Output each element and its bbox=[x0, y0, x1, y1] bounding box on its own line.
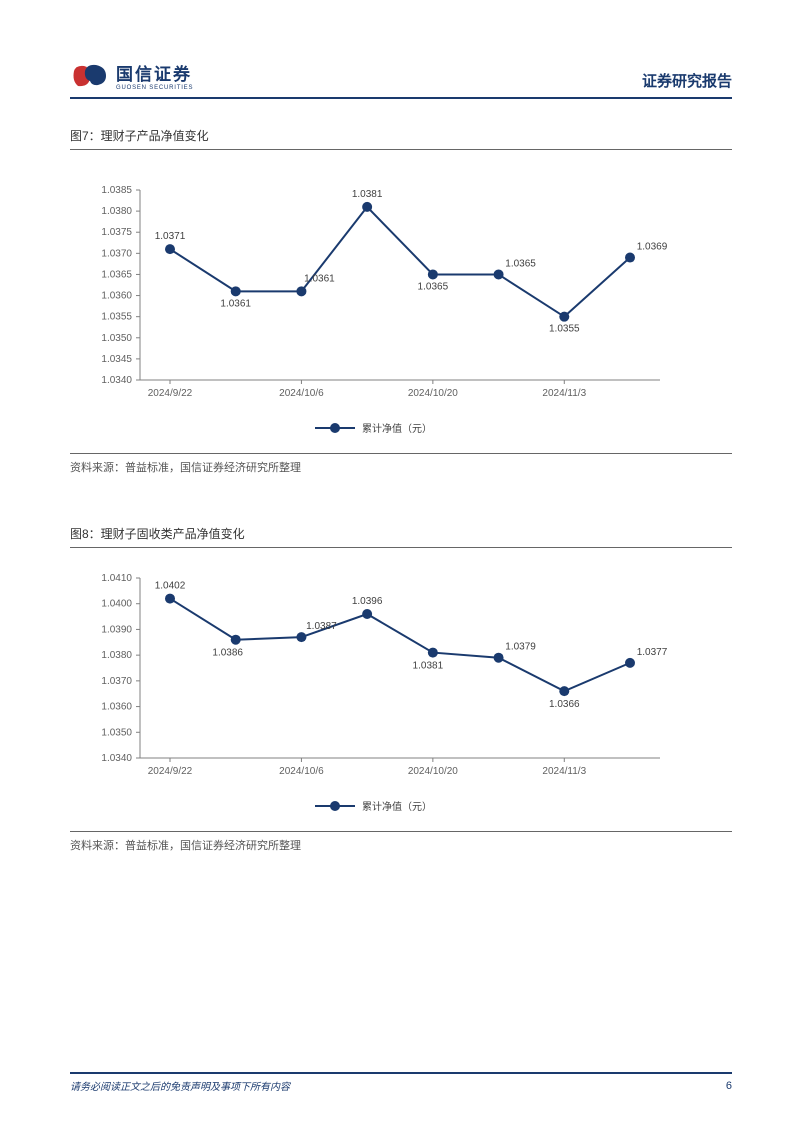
header: 国信证券 GUOSEN SECURITIES 证券研究报告 bbox=[70, 60, 732, 99]
svg-text:2024/10/20: 2024/10/20 bbox=[408, 388, 458, 399]
chart8-container: 1.0340 1.0350 1.0360 1.0370 1.0380 1.0390 1.04… bbox=[70, 558, 690, 823]
svg-text:1.0369: 1.0369 bbox=[637, 242, 668, 253]
svg-text:1.0340: 1.0340 bbox=[101, 753, 132, 764]
svg-text:1.0379: 1.0379 bbox=[505, 642, 536, 653]
logo-cn-text: 国信证券 bbox=[116, 60, 193, 85]
svg-text:1.0371: 1.0371 bbox=[155, 231, 186, 242]
chart7-title: 图7：理财子产品净值变化 bbox=[70, 127, 732, 150]
svg-text:2024/10/6: 2024/10/6 bbox=[279, 766, 324, 777]
svg-text:1.0380: 1.0380 bbox=[101, 206, 132, 217]
footer-disclaimer: 请务必阅读正文之后的免责声明及事项下所有内容 bbox=[70, 1078, 290, 1093]
svg-text:1.0386: 1.0386 bbox=[212, 648, 243, 659]
svg-text:2024/9/22: 2024/9/22 bbox=[148, 766, 193, 777]
svg-text:1.0355: 1.0355 bbox=[549, 324, 580, 335]
svg-text:1.0365: 1.0365 bbox=[101, 269, 132, 280]
svg-text:累计净值（元）: 累计净值（元） bbox=[362, 422, 432, 435]
svg-text:1.0345: 1.0345 bbox=[101, 354, 132, 365]
svg-text:1.0377: 1.0377 bbox=[637, 647, 668, 658]
chart8-section: 图8：理财子固收类产品净值变化 1.0340 1.0350 1.0360 1.0370… bbox=[70, 525, 732, 853]
svg-text:1.0387: 1.0387 bbox=[306, 621, 337, 632]
logo-icon bbox=[70, 61, 110, 91]
svg-text:1.0355: 1.0355 bbox=[101, 312, 132, 323]
svg-text:1.0385: 1.0385 bbox=[101, 185, 132, 196]
svg-text:1.0340: 1.0340 bbox=[101, 375, 132, 386]
logo-en-text: GUOSEN SECURITIES bbox=[116, 85, 193, 91]
svg-text:1.0396: 1.0396 bbox=[352, 596, 383, 607]
logo-text: 国信证券 GUOSEN SECURITIES bbox=[116, 60, 193, 91]
chart8-source: 资料来源：普益标准，国信证券经济研究所整理 bbox=[70, 831, 732, 853]
svg-text:1.0350: 1.0350 bbox=[101, 333, 132, 344]
svg-text:2024/11/3: 2024/11/3 bbox=[542, 388, 586, 399]
svg-text:2024/10/6: 2024/10/6 bbox=[279, 388, 324, 399]
chart8-svg: 1.0340 1.0350 1.0360 1.0370 1.0380 1.0390 1.04… bbox=[70, 558, 690, 818]
svg-text:1.0365: 1.0365 bbox=[505, 258, 536, 269]
chart7-container: 1.0340 1.0345 1.0350 1.0355 1.0360 1.0365 1.03… bbox=[70, 160, 690, 445]
page: 国信证券 GUOSEN SECURITIES 证券研究报告 图7：理财子产品净值… bbox=[0, 0, 802, 1133]
svg-text:1.0402: 1.0402 bbox=[155, 581, 186, 592]
svg-text:1.0370: 1.0370 bbox=[101, 676, 132, 687]
svg-text:1.0381: 1.0381 bbox=[413, 661, 444, 672]
svg-text:1.0366: 1.0366 bbox=[549, 699, 580, 710]
chart7-svg: 1.0340 1.0345 1.0350 1.0355 1.0360 1.0365 1.03… bbox=[70, 160, 690, 440]
chart7-section: 图7：理财子产品净值变化 1.03401.03451.03501.03551.0… bbox=[70, 127, 732, 475]
svg-text:1.0381: 1.0381 bbox=[352, 189, 383, 200]
svg-text:1.0360: 1.0360 bbox=[101, 291, 132, 302]
svg-text:1.0380: 1.0380 bbox=[101, 650, 132, 661]
svg-text:1.0370: 1.0370 bbox=[101, 248, 132, 259]
svg-text:1.0361: 1.0361 bbox=[220, 298, 251, 309]
svg-text:2024/9/22: 2024/9/22 bbox=[148, 388, 193, 399]
page-number: 6 bbox=[726, 1080, 732, 1092]
svg-text:1.0365: 1.0365 bbox=[418, 281, 449, 292]
report-type: 证券研究报告 bbox=[642, 70, 732, 91]
svg-text:累计净值（元）: 累计净值（元） bbox=[362, 800, 432, 813]
svg-text:1.0360: 1.0360 bbox=[101, 702, 132, 713]
chart7-source: 资料来源：普益标准，国信证券经济研究所整理 bbox=[70, 453, 732, 475]
svg-text:1.0400: 1.0400 bbox=[101, 599, 132, 610]
svg-text:1.0375: 1.0375 bbox=[101, 227, 132, 238]
svg-text:1.0350: 1.0350 bbox=[101, 727, 132, 738]
footer: 请务必阅读正文之后的免责声明及事项下所有内容 6 bbox=[70, 1072, 732, 1093]
chart8-title: 图8：理财子固收类产品净值变化 bbox=[70, 525, 732, 548]
svg-text:1.0361: 1.0361 bbox=[304, 273, 335, 284]
svg-text:1.0390: 1.0390 bbox=[101, 624, 132, 635]
svg-text:2024/10/20: 2024/10/20 bbox=[408, 766, 458, 777]
svg-text:1.0410: 1.0410 bbox=[101, 573, 132, 584]
svg-text:2024/11/3: 2024/11/3 bbox=[542, 766, 586, 777]
logo-area: 国信证券 GUOSEN SECURITIES bbox=[70, 60, 193, 91]
